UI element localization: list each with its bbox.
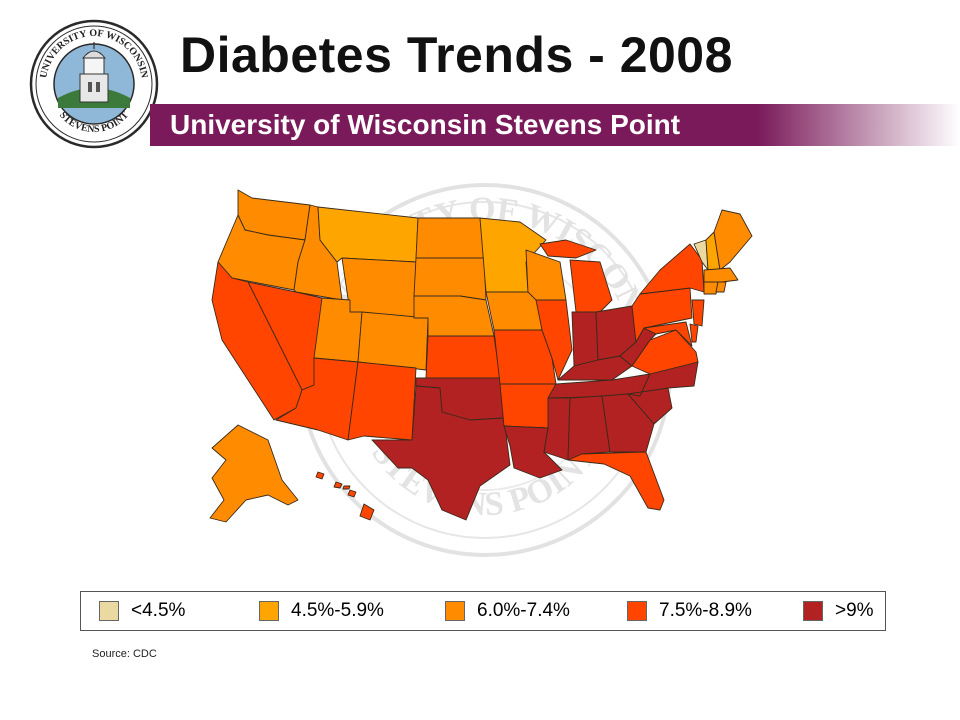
state-hawaii-big-island — [359, 503, 375, 521]
state-colorado — [357, 311, 429, 371]
page-title: Diabetes Trends - 2008 — [180, 27, 733, 83]
state-rhode-island — [715, 281, 727, 293]
subtitle: University of Wisconsin Stevens Point — [170, 109, 681, 140]
state-michigan-upper — [539, 239, 597, 259]
legend-label: 7.5%-8.9% — [659, 600, 752, 621]
state-new-mexico — [347, 361, 417, 441]
state-hawaii-kauai — [315, 471, 325, 480]
legend-swatch — [803, 601, 823, 621]
state-texas — [371, 385, 511, 521]
subtitle-banner — [150, 104, 960, 146]
legend-item: >9% — [803, 592, 874, 630]
legend-swatch — [627, 601, 647, 621]
legend-item: 4.5%-5.9% — [259, 592, 384, 630]
university-seal: UNIVERSITY OF WISCONSIN STEVENS POINT — [29, 19, 159, 149]
state-maryland — [643, 321, 693, 347]
state-mississippi — [543, 397, 571, 461]
legend-item: 7.5%-8.9% — [627, 592, 752, 630]
state-new-jersey — [691, 299, 705, 327]
state-hawaii-molokai — [342, 485, 351, 490]
state-indiana — [571, 311, 599, 367]
legend-label: 6.0%-7.4% — [477, 600, 570, 621]
legend-label: <4.5% — [131, 600, 186, 621]
legend-label: 4.5%-5.9% — [291, 600, 384, 621]
legend-swatch — [99, 601, 119, 621]
state-california — [211, 261, 303, 421]
legend-item: 6.0%-7.4% — [445, 592, 570, 630]
state-florida — [567, 451, 665, 511]
legend-item: <4.5% — [99, 592, 185, 630]
state-michigan — [569, 259, 613, 313]
state-kansas — [425, 335, 501, 379]
legend-swatch — [445, 601, 465, 621]
state-wyoming — [341, 257, 417, 319]
state-north-dakota — [415, 217, 485, 259]
map-legend: <4.5% 4.5%-5.9% 6.0%-7.4% 7.5%-8.9% >9% — [80, 591, 886, 631]
state-connecticut — [703, 281, 719, 295]
state-georgia — [601, 393, 655, 453]
legend-swatch — [259, 601, 279, 621]
state-maine — [713, 209, 753, 271]
state-alaska — [209, 424, 299, 523]
state-missouri — [493, 329, 557, 385]
state-new-york — [639, 243, 705, 295]
state-south-dakota — [413, 257, 487, 301]
legend-label: >9% — [835, 600, 874, 621]
state-wisconsin — [525, 249, 567, 301]
state-hawaii-maui — [347, 489, 357, 498]
state-alabama — [567, 395, 611, 461]
state-massachusetts — [703, 267, 739, 283]
state-montana — [317, 206, 419, 263]
state-hawaii-oahu — [333, 481, 343, 489]
state-delaware — [689, 323, 699, 343]
source-note: Source: CDC — [92, 648, 157, 660]
us-diabetes-map — [209, 189, 753, 523]
